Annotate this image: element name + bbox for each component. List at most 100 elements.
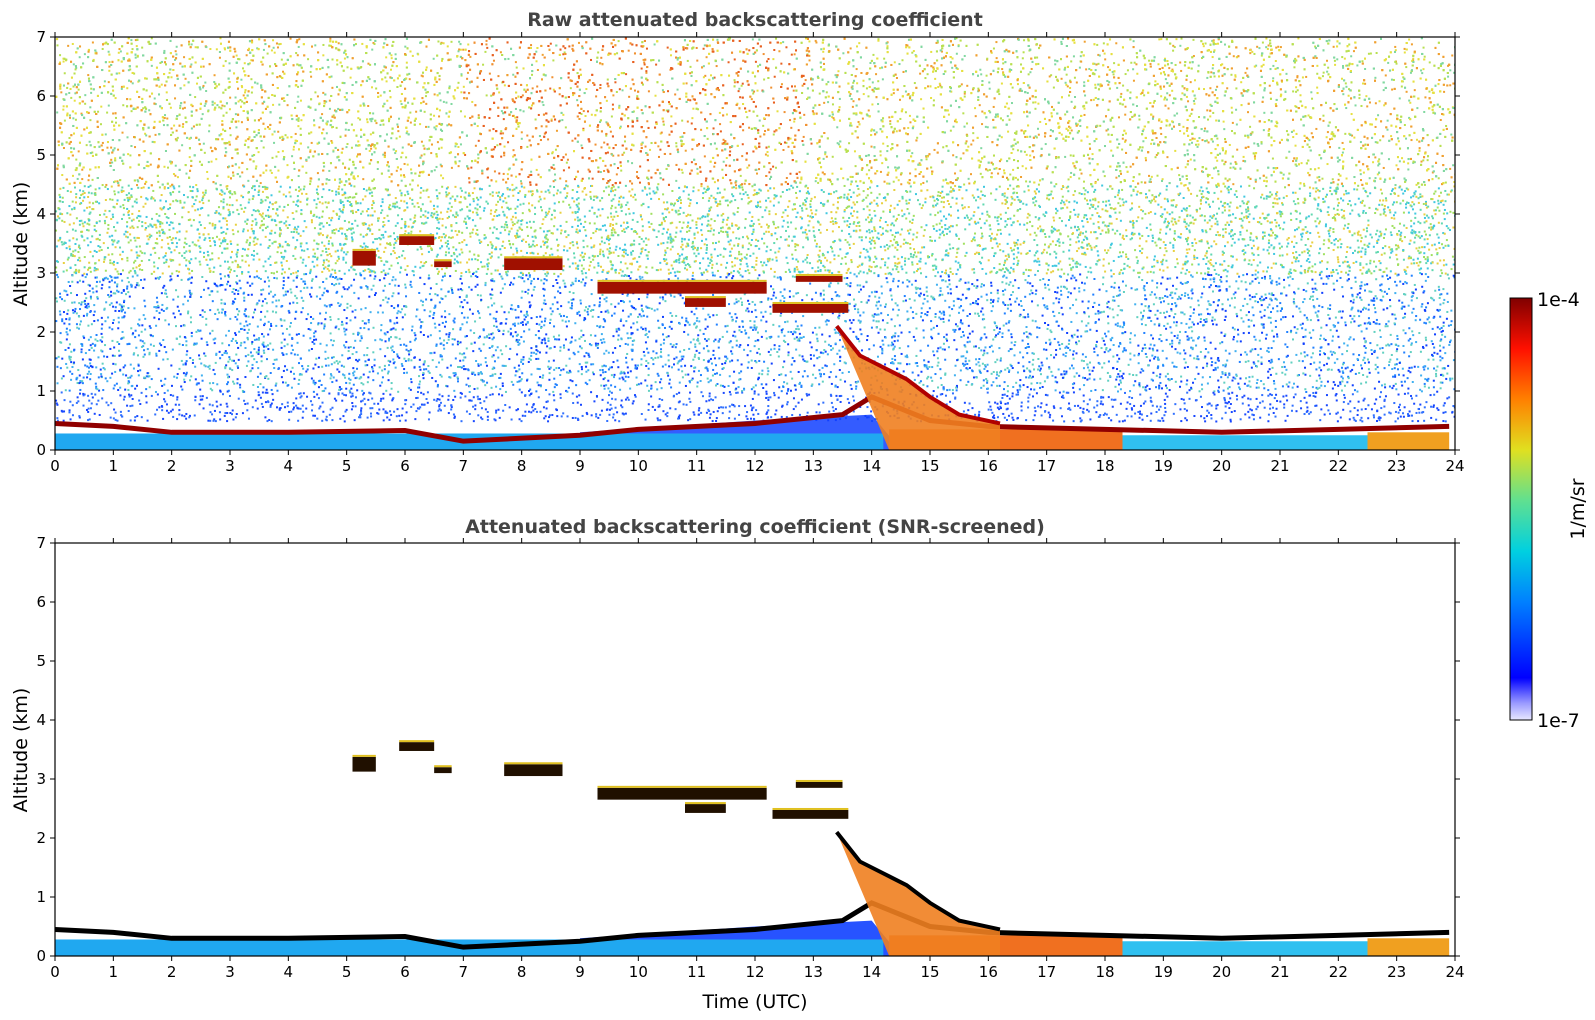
noise-pixel: [300, 100, 302, 102]
noise-pixel: [347, 66, 349, 68]
noise-pixel: [369, 78, 371, 80]
noise-pixel: [1265, 177, 1267, 179]
noise-pixel: [1394, 46, 1396, 48]
noise-pixel: [397, 130, 399, 132]
noise-pixel: [696, 168, 698, 170]
noise-pixel: [1187, 160, 1189, 162]
noise-pixel: [1212, 56, 1214, 58]
noise-pixel: [425, 126, 427, 128]
noise-pixel: [69, 114, 71, 116]
noise-pixel: [109, 61, 111, 63]
noise-pixel: [568, 77, 570, 79]
noise-pixel: [490, 95, 492, 97]
noise-pixel: [898, 179, 900, 181]
noise-pixel: [1423, 47, 1425, 49]
noise-pixel: [877, 80, 879, 82]
noise-pixel: [1399, 160, 1401, 162]
noise-pixel: [386, 80, 388, 82]
noise-pixel: [882, 78, 884, 80]
noise-pixel: [600, 107, 602, 109]
noise-pixel: [423, 145, 425, 147]
noise-pixel: [1166, 92, 1168, 94]
noise-pixel: [1192, 39, 1194, 41]
noise-pixel: [272, 157, 274, 159]
noise-pixel: [1124, 106, 1126, 108]
noise-pixel: [530, 44, 532, 46]
noise-pixel: [214, 102, 216, 104]
noise-pixel: [297, 96, 299, 98]
noise-pixel: [649, 149, 651, 151]
noise-pixel: [1360, 173, 1362, 175]
noise-pixel: [1345, 107, 1347, 109]
noise-pixel: [746, 116, 748, 118]
noise-pixel: [1321, 178, 1323, 180]
noise-pixel: [1249, 52, 1251, 54]
noise-pixel: [129, 98, 131, 100]
noise-pixel: [616, 173, 618, 175]
noise-pixel: [778, 50, 780, 52]
noise-pixel: [872, 81, 874, 83]
noise-pixel: [719, 123, 721, 125]
noise-pixel: [681, 169, 683, 171]
noise-pixel: [1342, 152, 1344, 154]
noise-pixel: [968, 182, 970, 184]
noise-pixel: [164, 114, 166, 116]
noise-pixel: [1035, 135, 1037, 137]
noise-pixel: [757, 132, 759, 134]
noise-pixel: [1212, 67, 1214, 69]
noise-pixel: [674, 93, 676, 95]
noise-pixel: [549, 88, 551, 90]
noise-pixel: [460, 49, 462, 51]
noise-pixel: [998, 93, 1000, 95]
noise-pixel: [979, 104, 981, 106]
noise-pixel: [64, 120, 66, 122]
noise-pixel: [879, 67, 881, 69]
noise-pixel: [972, 140, 974, 142]
noise-pixel: [404, 46, 406, 48]
noise-pixel: [500, 51, 502, 53]
noise-pixel: [1336, 58, 1338, 60]
noise-pixel: [1334, 60, 1336, 62]
noise-pixel: [791, 54, 793, 56]
noise-pixel: [72, 43, 74, 45]
noise-pixel: [72, 117, 74, 119]
noise-pixel: [1213, 167, 1215, 169]
noise-pixel: [1185, 166, 1187, 168]
noise-pixel: [441, 60, 443, 62]
noise-pixel: [1293, 130, 1295, 132]
noise-pixel: [687, 121, 689, 123]
noise-pixel: [558, 120, 560, 122]
noise-pixel: [379, 124, 381, 126]
noise-pixel: [1267, 48, 1269, 50]
noise-pixel: [367, 121, 369, 123]
noise-pixel: [662, 179, 664, 181]
noise-pixel: [182, 108, 184, 110]
noise-pixel: [207, 178, 209, 180]
noise-pixel: [477, 125, 479, 127]
noise-pixel: [242, 67, 244, 69]
noise-pixel: [436, 166, 438, 168]
noise-pixel: [1404, 51, 1406, 53]
noise-pixel: [1327, 131, 1329, 133]
noise-pixel: [542, 104, 544, 106]
noise-pixel: [230, 134, 232, 136]
noise-pixel: [1029, 155, 1031, 157]
noise-pixel: [1378, 158, 1380, 160]
noise-pixel: [748, 127, 750, 129]
noise-pixel: [574, 138, 576, 140]
noise-pixel: [1168, 125, 1170, 127]
noise-pixel: [106, 147, 108, 149]
noise-pixel: [1342, 93, 1344, 95]
noise-pixel: [1136, 105, 1138, 107]
noise-pixel: [338, 42, 340, 44]
noise-pixel: [1209, 87, 1211, 89]
noise-pixel: [295, 133, 297, 135]
noise-pixel: [375, 147, 377, 149]
noise-pixel: [850, 183, 852, 185]
noise-pixel: [728, 61, 730, 63]
noise-pixel: [1142, 140, 1144, 142]
noise-pixel: [370, 120, 372, 122]
noise-pixel: [81, 178, 83, 180]
noise-pixel: [497, 75, 499, 77]
noise-pixel: [272, 39, 274, 41]
